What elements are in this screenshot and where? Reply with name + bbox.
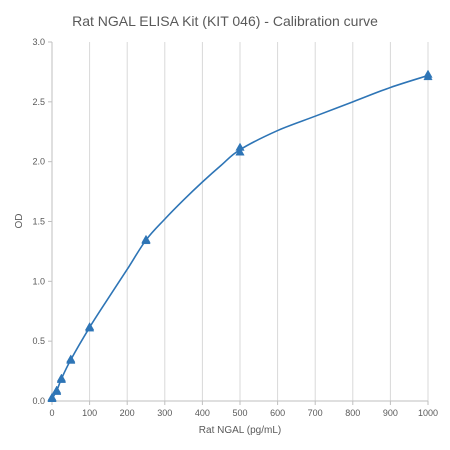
x-tick-label: 400 [195,408,210,418]
data-point-marker [52,385,62,394]
x-tick-label: 900 [383,408,398,418]
data-point-marker [141,234,151,243]
data-points [47,69,433,403]
y-tick-label: 2.0 [32,157,45,167]
x-tick-label: 300 [157,408,172,418]
data-point-marker [66,354,76,363]
x-tick-label: 100 [82,408,97,418]
x-tick-label: 600 [270,408,285,418]
x-tick-label: 200 [120,408,135,418]
grid-lines [89,42,429,401]
x-tick-label: 500 [232,408,247,418]
axes [48,41,429,405]
data-point-marker [235,142,245,151]
x-tick-label: 1000 [418,408,438,418]
y-tick-label: 1.0 [32,276,45,286]
x-tick-label: 700 [308,408,323,418]
y-tick-label: 0.0 [32,396,45,406]
y-axis-label: OD [14,214,25,229]
y-tick-label: 0.5 [32,336,45,346]
x-tick-label: 800 [345,408,360,418]
y-tick-label: 2.5 [32,97,45,107]
data-point-marker [56,373,67,382]
tick-labels: 0.0 0.5 1.0 1.5 2.0 2.5 3.0 0 100 200 300 400 500 600… [32,37,438,418]
data-point-marker [84,322,95,331]
x-axis-label: Rat NGAL (pg/mL) [199,425,281,436]
x-tick-label: 0 [49,408,54,418]
data-point-marker [423,69,433,78]
data-point-marker [235,147,245,156]
chart-title: Rat NGAL ELISA Kit (KIT 046) - Calibrati… [72,13,378,29]
y-tick-label: 1.5 [32,217,45,227]
y-tick-label: 3.0 [32,37,45,47]
data-point-marker [47,392,57,401]
